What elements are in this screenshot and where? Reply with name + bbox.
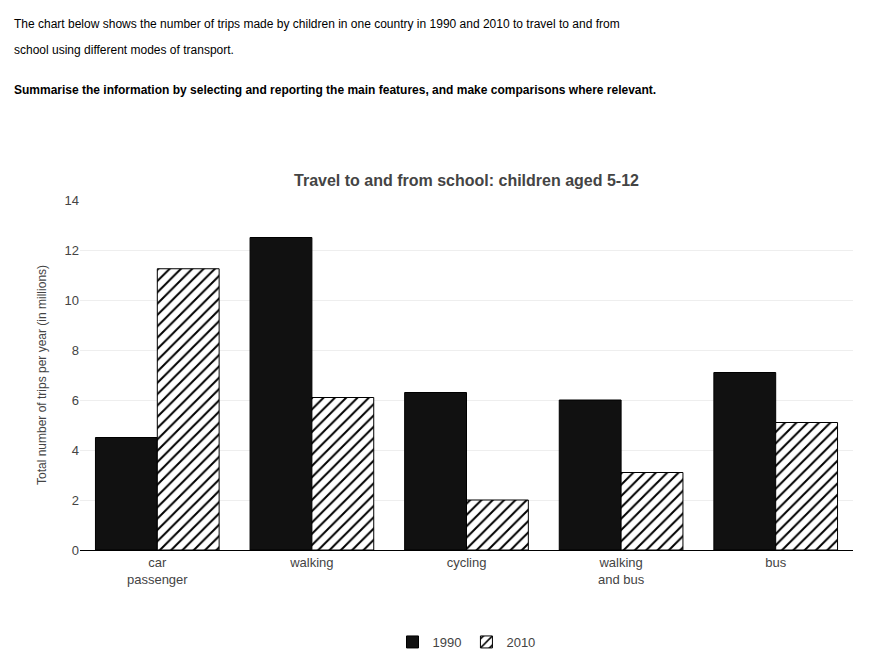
svg-text:bus: bus	[765, 555, 786, 570]
svg-text:Travel to and from school: chi: Travel to and from school: children aged…	[294, 172, 639, 189]
svg-text:14: 14	[65, 193, 79, 208]
svg-text:Total number of trips per year: Total number of trips per year (in milli…	[35, 265, 49, 485]
svg-text:2: 2	[72, 493, 79, 508]
svg-text:8: 8	[72, 343, 79, 358]
svg-text:6: 6	[72, 393, 79, 408]
svg-text:The chart below shows the numb: The chart below shows the number of trip…	[14, 17, 620, 31]
svg-text:carpassenger: carpassenger	[127, 555, 188, 587]
svg-text:1990: 1990	[433, 635, 462, 650]
svg-text:4: 4	[72, 443, 79, 458]
svg-text:walkingand bus: walkingand bus	[598, 555, 645, 587]
svg-text:0: 0	[72, 543, 79, 558]
svg-text:cycling: cycling	[447, 555, 487, 570]
svg-text:Summarise the information by s: Summarise the information by selecting a…	[14, 83, 656, 97]
svg-text:school using different modes o: school using different modes of transpor…	[14, 43, 234, 57]
svg-text:walking: walking	[289, 555, 333, 570]
svg-text:10: 10	[65, 293, 79, 308]
svg-text:12: 12	[65, 243, 79, 258]
svg-text:2010: 2010	[506, 635, 535, 650]
